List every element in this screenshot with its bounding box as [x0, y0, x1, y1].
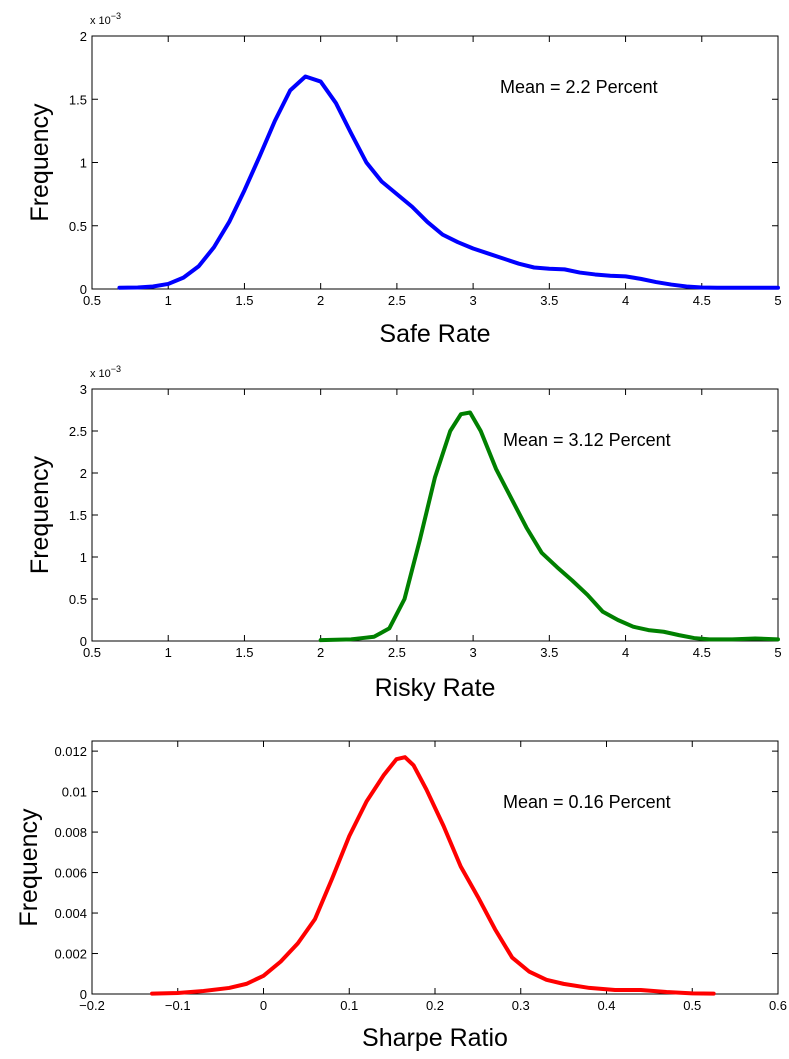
y-scale-exponent: x 10−3: [90, 364, 121, 380]
y-axis-label: Frequency: [26, 103, 54, 222]
x-tick-label: 0.3: [512, 998, 530, 1013]
y-tick-label: 0.012: [54, 744, 87, 759]
y-tick-label: 3: [80, 382, 87, 397]
axes-box: [91, 740, 779, 995]
mean-annotation: Mean = 2.2 Percent: [500, 77, 658, 97]
x-tick-label: 4.5: [693, 645, 711, 660]
x-tick-label: −0.2: [79, 998, 105, 1013]
y-tick-label: 0: [80, 634, 87, 649]
chart-panel-1: 0.5 1 1.5 2 2.5 3 3.5 4 4.5 500.511.52x 10−3Mean …: [26, 11, 782, 348]
y-tick-label: 0: [80, 987, 87, 1002]
series-line: [318, 410, 780, 643]
x-tick-label: 3: [469, 645, 476, 660]
x-tick-label: 0.1: [340, 998, 358, 1013]
x-tick-label: 2.5: [388, 645, 406, 660]
y-tick-label: 1: [80, 550, 87, 565]
x-tick-label: 5: [774, 645, 781, 660]
y-tick-label: 0: [80, 282, 87, 297]
y-tick-label: 1: [80, 156, 87, 171]
x-axis-label: Sharpe Ratio: [362, 1024, 508, 1052]
y-tick-label: 2.5: [69, 424, 87, 439]
chart-panel-2: 0.5 1 1.5 2 2.5 3 3.5 4 4.5 500.511.522.53x 10−3M…: [26, 364, 782, 702]
axes-box: [91, 35, 779, 290]
y-tick-label: 2: [80, 466, 87, 481]
x-tick-label: 4.5: [693, 293, 711, 308]
y-tick-label: 1.5: [69, 508, 87, 523]
x-tick-label: 0.5: [83, 293, 101, 308]
y-tick-label: 0.002: [54, 947, 87, 962]
x-tick-label: 1.5: [235, 645, 253, 660]
x-axis-label: Risky Rate: [375, 674, 496, 702]
y-tick-label: 1.5: [69, 92, 87, 107]
mean-annotation: Mean = 0.16 Percent: [503, 792, 671, 812]
y-tick-label: 0.5: [69, 592, 87, 607]
axes-box: [91, 388, 779, 642]
x-axis-label: Safe Rate: [379, 320, 490, 348]
x-tick-label: 0.2: [426, 998, 444, 1013]
y-tick-label: 0.5: [69, 219, 87, 234]
x-tick-label: 0.6: [769, 998, 787, 1013]
x-tick-label: 3.5: [540, 293, 558, 308]
y-axis-label: Frequency: [26, 455, 54, 574]
x-tick-label: 4: [622, 645, 629, 660]
y-scale-exponent: x 10−3: [90, 11, 121, 27]
series-line: [117, 74, 780, 290]
x-tick-label: 4: [622, 293, 629, 308]
y-tick-label: 0.008: [54, 825, 87, 840]
x-tick-label: 0: [260, 998, 267, 1013]
x-tick-label: 1: [165, 293, 172, 308]
y-axis-label: Frequency: [15, 808, 43, 927]
series-line: [150, 755, 716, 996]
y-tick-label: 2: [80, 29, 87, 44]
x-tick-label: 3.5: [540, 645, 558, 660]
x-tick-label: 1.5: [235, 293, 253, 308]
x-tick-label: 1: [165, 645, 172, 660]
x-tick-label: 2: [317, 293, 324, 308]
y-tick-label: 0.006: [54, 866, 87, 881]
y-tick-label: 0.01: [62, 785, 87, 800]
x-tick-label: 0.5: [83, 645, 101, 660]
y-tick-label: 0.004: [54, 906, 87, 921]
x-tick-label: 2: [317, 645, 324, 660]
x-tick-label: 0.5: [683, 998, 701, 1013]
mean-annotation: Mean = 3.12 Percent: [503, 430, 671, 450]
x-tick-label: 0.4: [597, 998, 615, 1013]
chart-panel-3: −0.2 −0.1 0 0.1 0.2 0.3 0.4 0.5 0.6 0 0.002 0.004 0.…: [15, 740, 787, 1052]
x-tick-label: −0.1: [165, 998, 191, 1013]
x-tick-label: 2.5: [388, 293, 406, 308]
x-tick-label: 3: [469, 293, 476, 308]
x-tick-label: 5: [774, 293, 781, 308]
